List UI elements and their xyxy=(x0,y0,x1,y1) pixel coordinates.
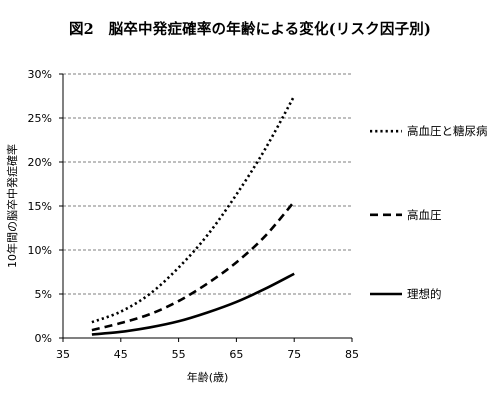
x-tick-label: 55 xyxy=(172,348,186,361)
y-tick-label: 5% xyxy=(35,288,52,301)
x-axis-title: 年齢(歳) xyxy=(187,370,229,384)
x-tick-label: 65 xyxy=(229,348,243,361)
tick-labels: 0% 5% 10% 15% 20% 25% 30% 35 45 55 65 75 85 xyxy=(28,68,359,361)
legend-label-2: 高血圧 xyxy=(407,208,442,222)
y-tick-label: 10% xyxy=(28,244,52,257)
series-line-3 xyxy=(91,272,295,336)
gridlines xyxy=(63,73,352,295)
x-tick-label: 45 xyxy=(114,348,128,361)
x-tick-label: 85 xyxy=(345,348,359,361)
x-tick-label: 75 xyxy=(287,348,301,361)
legend-label-1: 高血圧と糖尿病 xyxy=(407,124,488,138)
x-tick-label: 35 xyxy=(56,348,70,361)
y-tick-label: 25% xyxy=(28,112,52,125)
series-lines xyxy=(91,95,296,336)
y-tick-label: 20% xyxy=(28,156,52,169)
chart-title: 図2 脳卒中発症確率の年齢による変化(リスク因子別) xyxy=(68,21,432,38)
y-axis-title: 10年間の脳卒中発症確率 xyxy=(5,144,19,268)
axes xyxy=(59,73,353,342)
series-line-2 xyxy=(91,200,296,332)
y-tick-label: 15% xyxy=(28,200,52,213)
legend-label-3: 理想的 xyxy=(407,287,442,301)
series-line-1 xyxy=(91,95,296,324)
y-tick-label: 30% xyxy=(28,68,52,81)
y-tick-label: 0% xyxy=(35,332,52,345)
